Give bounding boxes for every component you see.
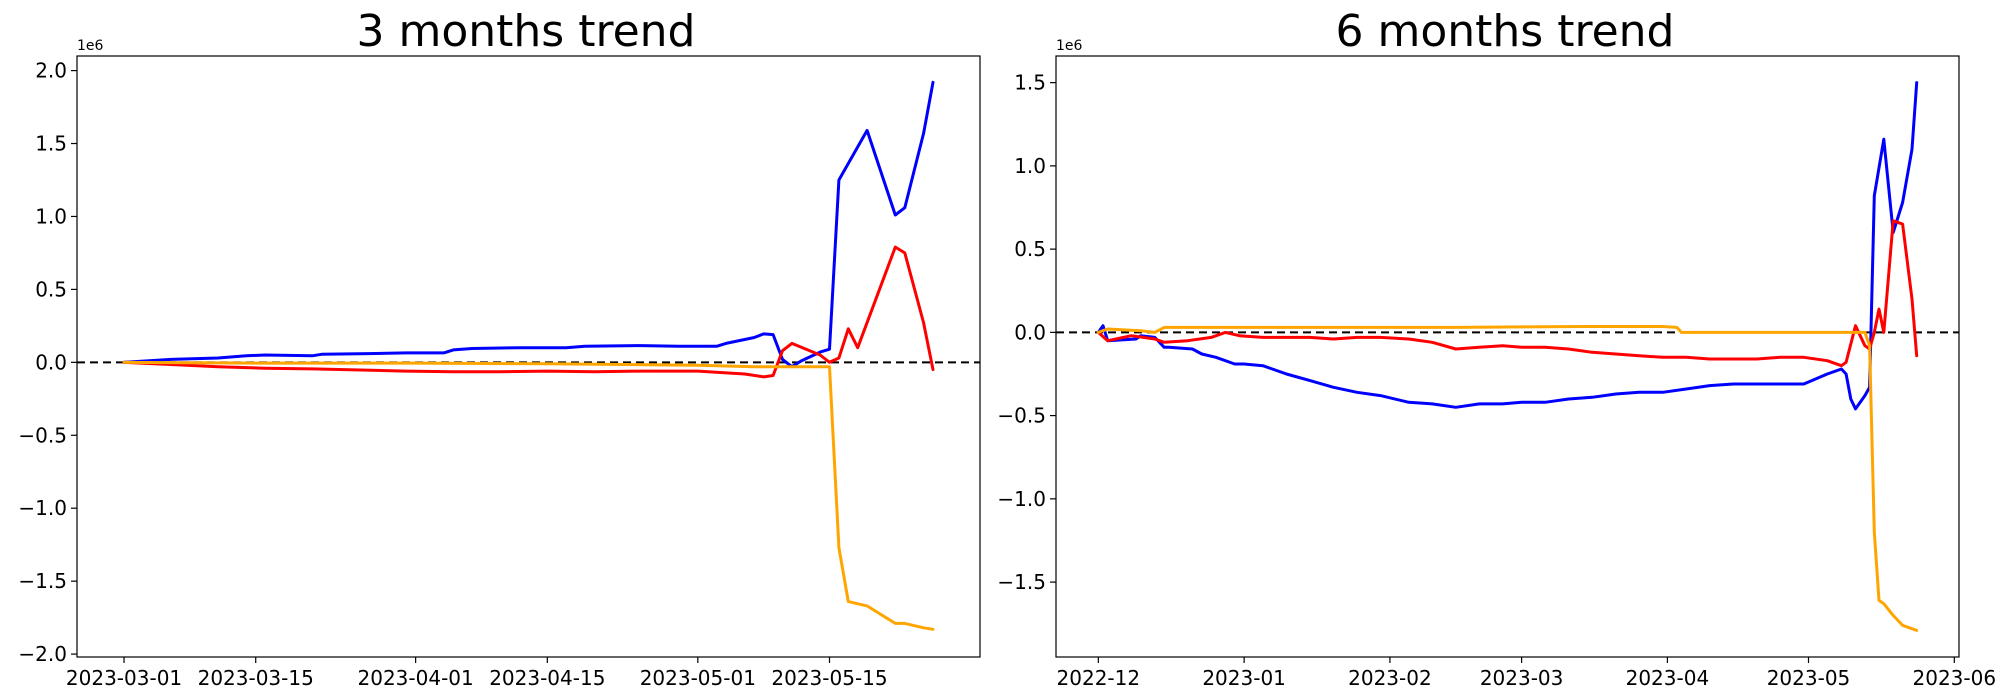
x-tick-label: 2022-12: [1057, 666, 1141, 690]
y-tick-label: 0.0: [1014, 320, 1046, 344]
y-tick-label: 1.5: [1014, 71, 1046, 95]
y-tick-label: 1.0: [35, 204, 67, 228]
series-line-3: [1096, 325, 1919, 632]
x-tick-label: 2023-04: [1626, 666, 1710, 690]
y-tick-label: 1.5: [35, 132, 67, 156]
y-tick-label: −1.5: [997, 570, 1046, 594]
y-tick-label: 0.5: [1014, 237, 1046, 261]
y-tick-label: −0.5: [18, 423, 67, 447]
series-line-3: [122, 360, 935, 631]
y-tick-label: 1.0: [1014, 154, 1046, 178]
series-line-2: [122, 245, 935, 379]
y-offset-label: 1e6: [77, 38, 104, 54]
x-tick-label: 2023-05-15: [771, 666, 887, 690]
x-tick-label: 2023-01: [1202, 666, 1286, 690]
chart-title: 6 months trend: [1336, 6, 1675, 57]
series-line-2: [1096, 219, 1919, 368]
chart-6-months: 6 months trend 1e6 −1.5 −1.0 −0.5 0.0 0.5 1.0…: [997, 6, 1996, 690]
series-line-1: [1096, 81, 1919, 411]
x-tick-label: 2023-05-01: [640, 666, 756, 690]
x-tick-label: 2023-03: [1480, 666, 1564, 690]
x-tick-label: 2023-02: [1348, 666, 1432, 690]
y-tick-label: −1.0: [18, 496, 67, 520]
x-tick-label: 2023-06: [1913, 666, 1997, 690]
x-tick-label: 2023-05: [1767, 666, 1851, 690]
x-tick-label: 2023-04-01: [358, 666, 474, 690]
y-tick-label: −1.5: [18, 569, 67, 593]
x-tick-label: 2023-04-15: [489, 666, 605, 690]
y-tick-label: −0.5: [997, 404, 1046, 428]
y-tick-label: −1.0: [997, 487, 1046, 511]
chart-3-months: 3 months trend 1e6 −2.0 −1.5 −1.0 −0.5 0.0 0.…: [18, 6, 981, 690]
y-tick-label: 0.5: [35, 277, 67, 301]
series-line-1: [122, 80, 935, 369]
y-tick-label: 0.0: [35, 350, 67, 374]
chart-title: 3 months trend: [357, 6, 696, 57]
plot-frame: [1055, 55, 1960, 658]
y-offset-label: 1e6: [1056, 38, 1083, 54]
y-tick-label: 2.0: [35, 59, 67, 83]
y-tick-label: −2.0: [18, 642, 67, 666]
x-tick-label: 2023-03-15: [198, 666, 314, 690]
x-tick-label: 2023-03-01: [66, 666, 182, 690]
plot-frame: [76, 55, 981, 658]
